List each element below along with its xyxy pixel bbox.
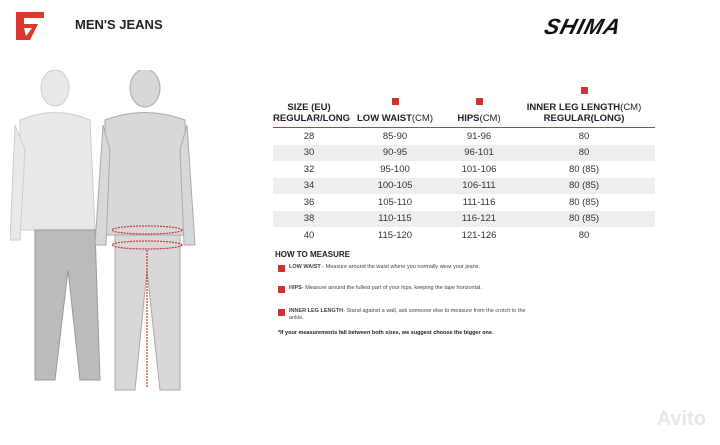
table-row: 30 90-95 96-101 80: [273, 144, 655, 161]
waist-badge-icon: [391, 98, 399, 105]
cell-hips: 96-101: [464, 147, 494, 159]
header-hips-unit: (CM): [479, 113, 501, 124]
measure-badge-icon: [278, 265, 285, 272]
cell-hips: 111-116: [462, 196, 496, 208]
cell-size: 38: [303, 213, 315, 225]
cell-hips: 106-111: [462, 180, 496, 192]
measure-label: HIPS: [289, 285, 302, 291]
cell-waist: 110-115: [378, 213, 412, 225]
header-size-sub: REGULAR/LONG: [273, 113, 351, 124]
cell-size: 32: [303, 163, 315, 175]
cell-leg: 80 (85): [568, 213, 600, 225]
measure-label: INNER LEG LENGTH: [289, 308, 344, 314]
measure-item: INNER LEG LENGTH- Stand against a wall, …: [278, 308, 528, 322]
table-body: 28 85-90 91-96 80 30 90-95 96-101 80 32 95-100 101…: [273, 128, 655, 244]
cell-hips: 91-96: [466, 130, 492, 142]
cell-waist: 100-105: [377, 180, 413, 192]
cell-leg: 80: [578, 130, 590, 142]
cell-size: 34: [303, 180, 315, 192]
cell-hips: 116-121: [461, 213, 497, 225]
measure-badge-icon: [278, 286, 285, 293]
header-leg-sub: REGULAR(LONG): [543, 113, 625, 124]
cell-leg: 80 (85): [568, 196, 600, 208]
table-row: 36 105-110 111-116 80 (85): [273, 194, 655, 211]
measure-desc: - Measure around the waist where you nor…: [320, 264, 481, 270]
table-row: 40 115-120 121-126 80: [273, 227, 655, 244]
measure-text: INNER LEG LENGTH- Stand against a wall, …: [289, 308, 528, 322]
table-row: 38 110-115 116-121 80 (85): [273, 210, 655, 227]
size-note: *If your measurements fall between both …: [278, 330, 494, 336]
hips-badge-icon: [475, 98, 483, 105]
cell-leg: 80: [578, 229, 590, 241]
table-row: 28 85-90 91-96 80: [273, 128, 655, 145]
measure-text: LOW WAIST - Measure around the waist whe…: [289, 264, 480, 272]
cell-size: 30: [303, 147, 315, 159]
cell-hips: 121-126: [461, 229, 497, 241]
header-waist-label: LOW WAIST: [357, 113, 412, 124]
avito-watermark: Avito: [656, 408, 706, 430]
brand-logo: SHIMA: [541, 14, 625, 39]
cell-waist: 85-90: [382, 130, 408, 142]
header-hips: HIPS(CM): [445, 98, 513, 124]
cell-hips: 101-106: [461, 163, 497, 175]
cell-size: 36: [303, 196, 315, 208]
header-size-label: SIZE (EU): [287, 102, 331, 113]
leg-badge-icon: [580, 87, 588, 94]
header-leg-unit: (CM): [620, 102, 642, 113]
cell-leg: 80 (85): [568, 163, 600, 175]
measure-text: HIPS- Measure around the fullest part of…: [289, 285, 482, 293]
page-title: MEN'S JEANS: [75, 17, 163, 32]
how-to-measure-title: HOW TO MEASURE: [275, 250, 350, 259]
shima-logo-icon: [16, 12, 44, 40]
cell-leg: 80: [578, 147, 590, 159]
cell-waist: 115-120: [377, 229, 413, 241]
cell-waist: 105-110: [377, 196, 413, 208]
cell-leg: 80 (85): [568, 180, 600, 192]
measure-desc: - Measure around the fullest part of you…: [301, 285, 482, 291]
cell-size: 28: [303, 130, 315, 142]
table-row: 34 100-105 106-111 80 (85): [273, 177, 655, 194]
header-waist: LOW WAIST(CM): [345, 98, 445, 124]
model-figures: [10, 70, 196, 391]
header-waist-unit: (CM): [411, 113, 433, 124]
header-hips-label: HIPS: [457, 113, 480, 124]
measure-desc: - Stand against a wall, ask someone else…: [289, 308, 526, 321]
table-header: SIZE (EU) REGULAR/LONG LOW WAIST(CM) HIPS…: [273, 80, 655, 128]
header-size: SIZE (EU) REGULAR/LONG: [273, 102, 350, 124]
size-table: SIZE (EU) REGULAR/LONG LOW WAIST(CM) HIPS…: [273, 80, 655, 244]
measure-item: LOW WAIST - Measure around the waist whe…: [278, 264, 528, 272]
header-leg: INNER LEG LENGTH(CM) REGULAR(LONG): [513, 87, 655, 124]
header-leg-label: INNER LEG LENGTH: [526, 102, 621, 113]
measure-item: HIPS- Measure around the fullest part of…: [278, 285, 528, 293]
measure-badge-icon: [278, 309, 285, 316]
cell-waist: 95-100: [380, 163, 410, 175]
table-row: 32 95-100 101-106 80 (85): [273, 161, 655, 178]
measure-label: LOW WAIST: [289, 264, 321, 270]
cell-waist: 90-95: [382, 147, 408, 159]
cell-size: 40: [303, 229, 315, 241]
